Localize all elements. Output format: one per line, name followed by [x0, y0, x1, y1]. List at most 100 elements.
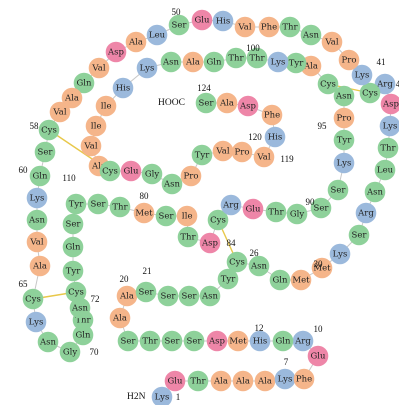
residue-103: Asn — [160, 51, 182, 73]
residue-circle — [177, 226, 199, 248]
residue-label: Asn — [39, 338, 57, 348]
residue-label: Gly — [145, 170, 160, 180]
residue-label: Leu — [377, 166, 394, 176]
residue-circle — [249, 330, 271, 352]
residue-circle — [26, 209, 48, 231]
residue-26: Cys — [226, 251, 248, 273]
residue-circle — [242, 198, 264, 220]
residue-number-30: 30 — [314, 259, 324, 269]
residue-label: Gln — [276, 337, 292, 347]
residue-44: Asn — [300, 24, 322, 46]
residue-circle — [38, 119, 60, 141]
residue-label: Val — [29, 238, 43, 248]
residue-90: Ser — [327, 179, 349, 201]
residue-34: Asn — [364, 181, 386, 203]
residue-label: Gln — [77, 79, 93, 89]
residue-100: Thr — [225, 47, 247, 69]
residue-number-41: 41 — [377, 57, 386, 67]
residue-label: Gln — [273, 276, 289, 286]
residue-circle — [355, 202, 377, 224]
residue-circle — [125, 31, 147, 53]
residue-circle — [139, 330, 161, 352]
residue-circle — [333, 107, 355, 129]
residue-3: Thr — [187, 370, 209, 392]
residue-circle — [65, 193, 87, 215]
residue-51: Leu — [146, 24, 168, 46]
residue-circle — [22, 288, 44, 310]
residue-circle — [374, 159, 396, 181]
residue-label: Ala — [235, 377, 250, 387]
residue-55: Gln — [73, 72, 95, 94]
residue-circle — [254, 370, 276, 392]
residue-label: Ser — [187, 337, 203, 347]
residue-label: Arg — [294, 337, 311, 347]
residue-circle — [73, 72, 95, 94]
residue-label: Met — [292, 276, 310, 286]
residue-53: Asp — [105, 41, 127, 63]
residue-label: Asp — [208, 337, 226, 347]
residue-label: Pro — [342, 56, 357, 66]
residue-circle — [232, 370, 254, 392]
residue-number-95: 95 — [318, 121, 328, 131]
residue-label: Asn — [366, 188, 384, 198]
residue-85: Arg — [220, 194, 242, 216]
residue-circle — [61, 87, 83, 109]
residue-label: Ala — [128, 38, 143, 48]
residue-number-50: 50 — [172, 7, 182, 17]
residue-88: Gly — [286, 203, 308, 225]
residue-91: Lys — [333, 152, 355, 174]
residue-79: Met — [133, 202, 155, 224]
residue-119: His — [264, 126, 286, 148]
residue-36: Thr — [377, 137, 399, 159]
residue-label: Tyr — [221, 275, 236, 285]
residue-39: Arg — [374, 73, 396, 95]
residue-14: Asp — [206, 330, 228, 352]
residue-46: Phe — [258, 16, 280, 38]
residue-circle — [180, 165, 202, 187]
residue-label: Ser — [172, 21, 188, 31]
residue-circle — [379, 115, 399, 137]
residue-label: Asn — [163, 180, 181, 190]
residue-circle — [88, 57, 110, 79]
residue-label: Lys — [30, 194, 45, 204]
residue-label: Tyr — [195, 151, 210, 161]
residue-label: Ala — [32, 262, 47, 272]
residue-label: Ala — [257, 377, 272, 387]
residue-circle — [176, 205, 198, 227]
residue-circle — [286, 203, 308, 225]
residue-number-7: 7 — [284, 357, 289, 367]
residue-label: Ser — [66, 220, 82, 230]
residue-circle — [248, 255, 270, 277]
residue-label: Gln — [66, 243, 82, 253]
residue-label: Pro — [337, 114, 352, 124]
residue-label: Val — [324, 38, 338, 48]
residue-label: Asn — [302, 31, 320, 41]
residue-label: Glu — [311, 352, 327, 362]
residue-circle — [285, 52, 307, 74]
residue-circle — [279, 16, 301, 38]
residue-5: Ala — [232, 370, 254, 392]
residue-label: Thr — [75, 316, 91, 326]
residue-label: Asn — [201, 292, 219, 302]
residue-29: Met — [290, 269, 312, 291]
residue-label: Cys — [210, 216, 226, 226]
residue-116: Val — [212, 140, 234, 162]
residue-label: Ala — [112, 314, 127, 324]
residue-circle — [333, 129, 355, 151]
residue-label: Ser — [165, 337, 181, 347]
residue-circle — [227, 330, 249, 352]
residue-60: Gln — [29, 165, 51, 187]
residue-label: Pro — [184, 172, 199, 182]
residue-47: Val — [234, 16, 256, 38]
residue-10: Arg — [292, 330, 314, 352]
residue-label: Cys — [41, 126, 57, 136]
residue-circle — [253, 146, 275, 168]
residue-number-60: 60 — [19, 165, 29, 175]
residue-label: Arg — [357, 209, 374, 219]
residue-80: Ser — [155, 205, 177, 227]
residue-label: Cys — [25, 295, 41, 305]
residue-number-21: 21 — [143, 266, 152, 276]
residue-label: Thr — [249, 54, 265, 64]
residue-label: Lys — [383, 122, 398, 132]
